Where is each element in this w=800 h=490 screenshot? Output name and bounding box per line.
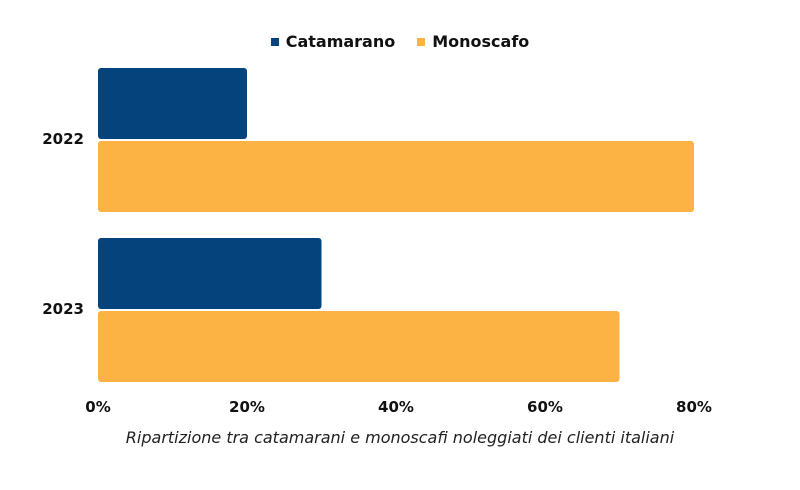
x-tick-label-2: 40%	[378, 398, 414, 416]
x-tick-label-4: 80%	[676, 398, 712, 416]
x-tick-label-0: 0%	[85, 398, 110, 416]
bar-catamarano-2022	[98, 68, 247, 139]
bar-catamarano-2023	[98, 238, 322, 309]
legend-swatch-monoscafo	[417, 37, 426, 46]
legend-item-catamarano: Catamarano	[270, 32, 396, 51]
y-tick-label-2023: 2023	[42, 300, 84, 318]
y-tick-label-2022: 2022	[42, 130, 84, 148]
x-tick-label-1: 20%	[229, 398, 265, 416]
legend-label-catamarano: Catamarano	[285, 32, 396, 51]
legend-label-monoscafo: Monoscafo	[432, 32, 530, 51]
x-tick-label-3: 60%	[527, 398, 563, 416]
legend-swatch-catamarano	[270, 37, 279, 46]
chart-legend: Catamarano Monoscafo	[0, 32, 800, 51]
bar-monoscafo-2022	[98, 141, 694, 212]
chart-caption: Ripartizione tra catamarani e monoscafi …	[125, 428, 675, 447]
legend-item-monoscafo: Monoscafo	[417, 32, 529, 51]
bar-monoscafo-2023	[98, 311, 620, 382]
